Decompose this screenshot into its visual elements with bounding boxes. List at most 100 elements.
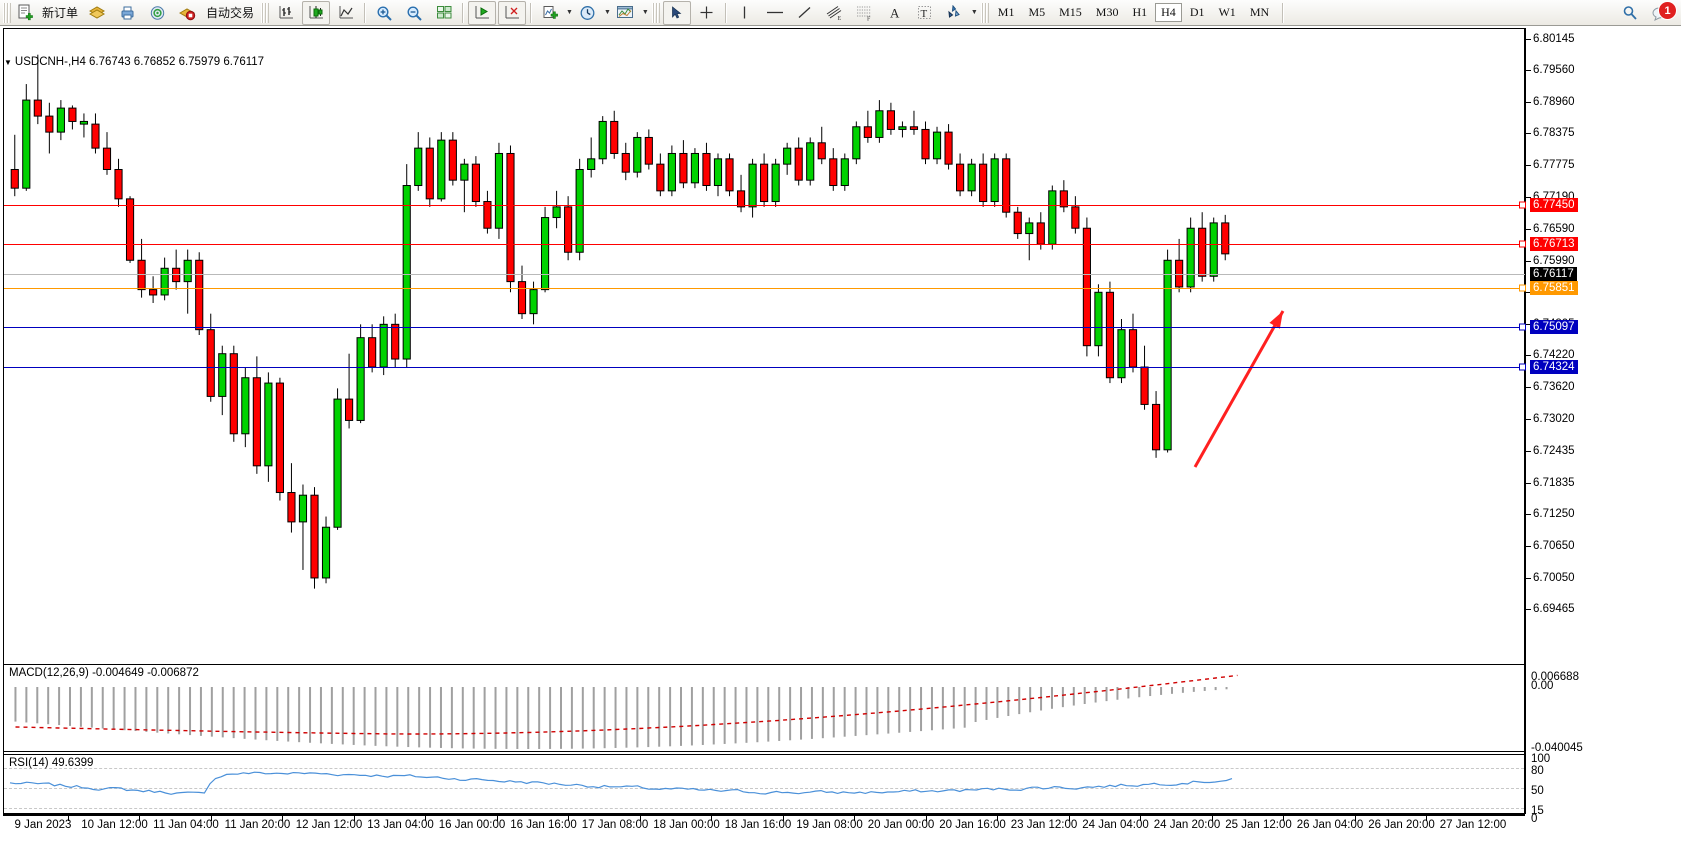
price-tag-resistance-lower[interactable]: 6.76713 <box>1530 237 1578 251</box>
level-node-order[interactable] <box>1519 284 1526 292</box>
timeframe-h4[interactable]: H4 <box>1155 3 1182 22</box>
price-tick <box>1526 545 1531 547</box>
shapes-dropdown-arrow[interactable]: ▼ <box>970 9 978 16</box>
indicators-dropdown-arrow[interactable]: ▼ <box>566 9 573 16</box>
horizontal-line-button[interactable] <box>761 1 789 25</box>
macd-pane[interactable]: MACD(12,26,9) -0.004649 -0.006872 <box>3 664 1525 752</box>
price-tick <box>1526 450 1531 452</box>
search-button[interactable] <box>1616 1 1644 25</box>
time-tick-label: 16 Jan 00:00 <box>438 819 506 831</box>
level-node-support-lower[interactable] <box>1519 363 1526 371</box>
price-tag-support-lower[interactable]: 6.74324 <box>1530 360 1578 374</box>
chart-shift-button[interactable] <box>468 0 497 25</box>
bar-chart-button[interactable] <box>272 1 300 25</box>
candle-body <box>102 147 112 170</box>
autotrading-button[interactable] <box>173 1 201 25</box>
candle-body <box>529 289 538 315</box>
line-chart-button[interactable] <box>332 1 360 25</box>
expert-advisors-button[interactable] <box>83 1 111 25</box>
level-line-support-lower[interactable] <box>4 367 1525 368</box>
price-tag-bid-price[interactable]: 6.76117 <box>1530 267 1577 281</box>
periods-button[interactable] <box>574 1 602 25</box>
price-tick-label: 6.72435 <box>1533 444 1575 457</box>
level-node-support-upper[interactable] <box>1519 323 1526 331</box>
level-node-resistance-upper[interactable] <box>1519 201 1526 209</box>
grid-button[interactable] <box>430 1 458 25</box>
candle-body <box>1071 206 1080 229</box>
toolbar-grip[interactable] <box>3 2 11 23</box>
fibonacci-button[interactable]: F <box>851 1 879 25</box>
notification-badge[interactable]: 1 <box>1658 1 1677 20</box>
print-button[interactable] <box>113 1 141 25</box>
chart-toolbar-grip[interactable] <box>261 2 270 23</box>
new-order-button[interactable] <box>14 1 37 25</box>
rsi-axis-label-50: 50 <box>1531 785 1544 797</box>
price-tick <box>1526 38 1531 40</box>
svg-text:E: E <box>838 16 842 21</box>
candle-body <box>598 120 607 160</box>
periods-dropdown-arrow[interactable]: ▼ <box>603 9 611 16</box>
indicators-icon <box>543 6 558 19</box>
price-tag-resistance-upper[interactable]: 6.77450 <box>1530 198 1578 212</box>
timeframe-d1[interactable]: D1 <box>1189 5 1205 19</box>
crosshair-button[interactable] <box>693 1 721 25</box>
time-tick <box>1283 816 1284 821</box>
price-tick <box>1526 577 1531 579</box>
candle-body <box>45 115 54 133</box>
timeframe-m5[interactable]: M5 <box>1028 5 1046 19</box>
new-order-label[interactable]: 新订单 <box>42 6 79 20</box>
timeframe-toolbar-grip[interactable] <box>980 2 989 23</box>
zoom-in-icon <box>377 5 392 21</box>
svg-text:T: T <box>921 8 928 20</box>
candle-body <box>298 494 308 523</box>
rsi-level-15 <box>4 808 1524 809</box>
cursor-button[interactable] <box>662 0 691 25</box>
timeframe-m30[interactable]: M30 <box>1095 5 1119 19</box>
timeframe-w1[interactable]: W1 <box>1218 5 1236 19</box>
timeframe-mn[interactable]: MN <box>1249 5 1270 19</box>
indicators-button[interactable] <box>536 1 564 25</box>
zoom-out-icon <box>407 5 422 21</box>
drawing-toolbar-grip[interactable] <box>651 2 660 23</box>
auto-scroll-button[interactable] <box>498 0 527 25</box>
chart-annotations <box>1193 310 1285 468</box>
level-line-support-upper[interactable] <box>4 327 1525 328</box>
timeframe-h1[interactable]: H1 <box>1132 5 1148 19</box>
vertical-line-button[interactable] <box>731 1 759 25</box>
candle-body <box>356 337 365 421</box>
equidistant-channel-button[interactable]: E <box>821 1 849 25</box>
chart-window[interactable]: ▼ USDCNH-,H4 6.76743 6.76852 6.75979 6.76… <box>0 26 1681 861</box>
zoom-in-button[interactable] <box>370 1 398 25</box>
level-line-order[interactable] <box>4 288 1525 289</box>
time-axis[interactable]: 9 Jan 2023 10 Jan 12:00 11 Jan 04:00 11 Jan… <box>3 815 1525 835</box>
candle-body <box>1117 329 1126 379</box>
text-label-button[interactable]: T <box>911 1 939 25</box>
timeframe-m15[interactable]: M15 <box>1059 5 1082 19</box>
level-line-resistance-upper[interactable] <box>4 205 1525 206</box>
navigator-button[interactable] <box>143 1 171 25</box>
candle-body <box>218 353 227 397</box>
trend-line-button[interactable] <box>791 1 819 25</box>
zoom-out-button[interactable] <box>400 1 428 25</box>
level-line-resistance-lower[interactable] <box>4 244 1525 245</box>
price-tick-label: 6.70650 <box>1533 539 1575 552</box>
shapes-button[interactable] <box>941 1 969 25</box>
price-axis[interactable]: 6.80145 6.79560 6.78960 6.78375 6.77775 6.771… <box>1525 28 1681 825</box>
price-tag-support-upper[interactable]: 6.75097 <box>1530 320 1578 334</box>
candle-body <box>783 147 792 165</box>
timeframe-m1[interactable]: M1 <box>997 5 1015 19</box>
cursor-icon <box>672 6 682 19</box>
rsi-pane[interactable]: RSI(14) 49.6399 <box>3 754 1525 815</box>
templates-dropdown-arrow[interactable]: ▼ <box>641 9 649 16</box>
candle-body <box>517 281 527 315</box>
price-tag-order-level[interactable]: 6.75851 <box>1530 281 1578 295</box>
candle-body <box>414 147 423 187</box>
crosshair-icon <box>700 6 713 19</box>
text-button[interactable]: A <box>881 1 909 25</box>
templates-button[interactable] <box>612 1 640 25</box>
chart-menu-caret[interactable]: ▼ <box>4 58 12 67</box>
candlestick-chart-button[interactable] <box>302 0 331 25</box>
autotrading-label[interactable]: 自动交易 <box>206 6 255 20</box>
level-node-resistance-lower[interactable] <box>1519 240 1526 248</box>
candle-body <box>794 147 803 181</box>
